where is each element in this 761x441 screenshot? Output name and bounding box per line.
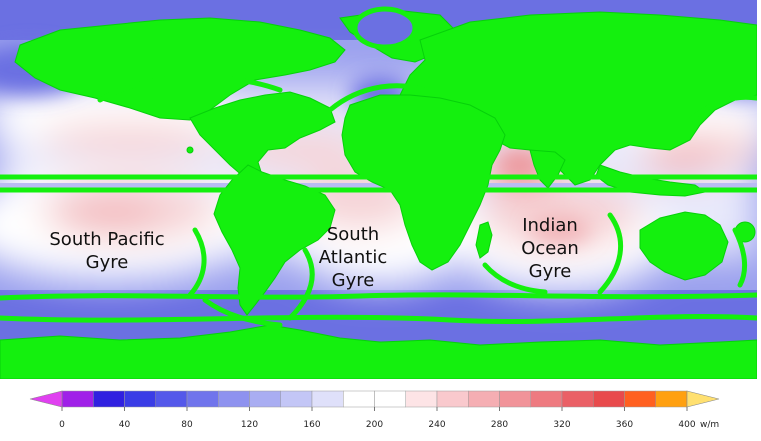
south-atlantic-gyre-label-line3: Gyre [331,270,375,291]
north-pacific-arc [97,74,283,103]
colorbar-tick-label: 400 [678,420,695,430]
indian-pink-zone [480,180,640,250]
indian-ocean-gyre-label-line3: Gyre [528,261,572,282]
colorbar-cell [249,390,281,408]
colorbar-unit: w/m [700,420,719,430]
map-canvas [0,0,757,379]
south-pacific-rose-zone [60,200,160,230]
landmass-africa [341,94,506,271]
colorbar-cell [280,390,313,408]
colorbar-cell [593,390,625,408]
colorbar-cell [61,390,94,408]
colorbar-legend: 0 40 80 120 160 200 240 280 320 360 400 w/m [29,390,720,430]
colorbar-cell [343,390,375,408]
landmass-small-island [186,146,194,154]
landmass-madagascar [475,221,493,259]
colorbar-tick-label: 120 [241,420,258,430]
colorbar-cell [468,390,500,408]
colorbar-cell [530,390,563,408]
indian-ocean-gyre-label-line1: Indian [522,215,578,236]
landmass-antarctica [0,324,757,379]
colorbar-cell [374,390,406,408]
colorbar-tick-label: 40 [119,420,131,430]
mediterranean-arc [357,126,433,135]
colorbar-tick-label: 80 [181,420,193,430]
indian-rose-core [530,216,590,244]
landmasses [0,9,757,379]
colorbar-min-arrow [29,390,63,408]
colorbar-tick-label: 320 [553,420,570,430]
colorbar-ticks: 0 40 80 120 160 200 240 280 320 360 400 [59,407,696,430]
ocean-heat-flux-map: South Pacific Gyre South Atlantic Gyre I… [0,0,757,379]
colorbar-tick-label: 360 [616,420,633,430]
colorbar-max-arrow [686,390,720,408]
colorbar-cell [186,390,219,408]
colorbar-tick-label: 280 [491,420,508,430]
warm-pool-rose-zone [640,145,720,175]
current-contour-lines [0,74,757,328]
colorbar-cell [436,390,469,408]
colorbar-tick-label: 200 [366,420,383,430]
colorbar-cell [561,390,594,408]
colorbar-tick-label: 160 [303,420,320,430]
indian-ocean-gyre-label-line2: Ocean [521,238,579,259]
antarctic-circumpolar-streak [0,313,757,325]
south-atlantic-gyre-label: South Atlantic Gyre [293,223,413,292]
south-pacific-gyre-label: South Pacific Gyre [27,228,187,274]
landmass-india [529,149,566,189]
colorbar-cell [624,390,656,408]
south-pacific-gyre-label-line1: South Pacific [49,229,165,250]
colorbar-cell [93,390,125,408]
landmass-north-america [189,91,336,187]
east-australia-arc [732,227,748,288]
subpolar-streak [0,292,757,301]
south-pacific-arc [187,227,207,298]
south-atlantic-arc [287,247,315,321]
indian-arc [597,212,624,295]
south-atlantic-gyre-label-line2: Atlantic [318,247,388,268]
colorbar-cell [499,390,531,408]
patagonia-arc [202,297,283,328]
kuroshio-arc [687,94,757,123]
agulhas-arc [482,262,548,295]
north-atlantic-arc [327,83,433,113]
colorbar-cell [124,390,156,408]
colorbar-cell [405,390,438,408]
colorbar-tick-label: 0 [59,420,65,430]
south-pacific-gyre-label-line2: Gyre [85,252,129,273]
south-atlantic-gyre-label-line1: South [326,224,380,245]
colorbar-cells [61,390,688,408]
colorbar-cell [655,390,688,408]
landmass-arctic-north-america [14,17,346,121]
colorbar-cell [155,390,188,408]
colorbar-cell [218,390,250,408]
north-pacific-pink-zone [40,122,220,158]
colorbar-tick-label: 240 [428,420,445,430]
arctic-ring [352,6,418,50]
arabian-sea-red-zone [498,151,542,179]
equatorial-band [0,183,757,190]
colorbar-cell [311,390,344,408]
landmass-australia [639,211,729,281]
indian-ocean-gyre-label: Indian Ocean Gyre [500,214,600,283]
